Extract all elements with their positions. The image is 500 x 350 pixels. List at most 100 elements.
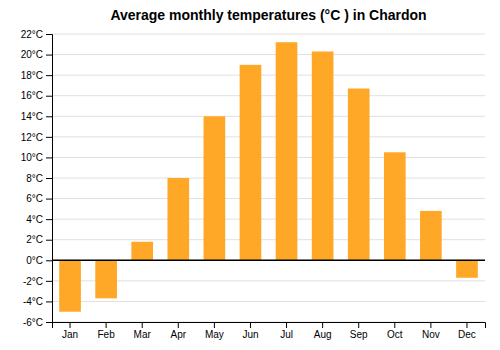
tick-mark [46,219,52,220]
zero-line [52,260,485,262]
bar [456,260,478,277]
bar [204,116,226,260]
tick: 4°C [26,214,52,225]
tick: 6°C [26,193,52,204]
tick-label: 10°C [21,152,43,163]
tick: Jan [62,322,78,340]
tick-mark [142,322,143,328]
tick-mark [46,322,52,323]
tick-label: 12°C [21,132,43,143]
tick-label: -6°C [23,317,43,328]
tick-label: Feb [98,329,116,340]
grid-line [52,75,485,76]
tick-mark [214,322,215,328]
tick: May [205,322,224,340]
tick-label: -4°C [23,296,43,307]
tick: Apr [171,322,187,340]
tick: Aug [314,322,332,340]
tick-label: -2°C [23,276,43,287]
tick: 2°C [26,234,52,245]
tick-mark [70,322,71,328]
axis-line [53,323,486,329]
grid-line [52,54,485,55]
tick-mark [46,137,52,138]
tick-mark [286,322,287,328]
tick: 20°C [21,49,52,60]
tick: 10°C [21,152,52,163]
grid-line [52,178,485,179]
bar [240,65,262,260]
tick-mark [358,322,359,328]
tick-label: Mar [134,329,152,340]
tick-label: Nov [422,329,440,340]
grid-line [52,260,485,261]
tick-mark [394,322,395,328]
y-axis: -6°C -4°C -2°C 0°C 2°C 4°C 6°C 8°C 10°C 12°C 14°C 1… [21,29,53,328]
grid-line [52,34,485,35]
tick-label: 22°C [21,29,43,40]
tick: 8°C [26,173,52,184]
bar [95,260,117,298]
tick: -4°C [23,296,52,307]
bar [131,242,153,261]
tick-label: 2°C [26,234,43,245]
x-axis: Jan Feb Mar Apr May Jun Jul Aug Sep Oct Nov Dec [53,322,486,340]
tick-mark [46,240,52,241]
grid-line [52,95,485,96]
tick-mark [46,301,52,302]
tick-mark [46,157,52,158]
tick-mark [46,96,52,97]
tick-label: 16°C [21,90,43,101]
tick-label: 4°C [26,214,43,225]
tick-label: Oct [387,329,403,340]
tick-label: May [205,329,224,340]
tick-mark [250,322,251,328]
tick: -2°C [23,276,52,287]
tick: 16°C [21,90,52,101]
tick-mark [46,178,52,179]
tick-mark [178,322,179,328]
tick: -6°C [23,317,52,328]
tick: Feb [98,322,116,340]
tick-mark [46,116,52,117]
tick-label: Dec [458,329,476,340]
tick-mark [46,34,52,35]
tick-label: 0°C [26,255,43,266]
tick-mark [46,199,52,200]
tick-mark [46,281,52,282]
grid-line [52,157,485,158]
tick-label: 20°C [21,49,43,60]
bar [420,211,442,260]
tick: 18°C [21,70,52,81]
tick: Oct [387,322,403,340]
bar [384,152,406,260]
tick: 12°C [21,132,52,143]
tick: Sep [350,322,368,340]
tick: 14°C [21,111,52,122]
tick-mark [466,322,467,328]
tick: 0°C [26,255,52,266]
tick-label: 6°C [26,193,43,204]
tick-mark [46,75,52,76]
bar [348,89,370,261]
axis-line [46,35,53,323]
grid-line [52,116,485,117]
tick-label: Sep [350,329,368,340]
tick-label: Jan [62,329,78,340]
tick-mark [46,55,52,56]
bar [276,42,298,260]
tick-label: Jun [242,329,258,340]
tick: Jul [280,322,293,340]
bars [59,42,478,311]
tick-label: Apr [171,329,187,340]
tick-label: 18°C [21,70,43,81]
grid-line [52,136,485,137]
bar [312,51,334,260]
tick-mark [322,322,323,328]
tick: Dec [458,322,476,340]
bar [59,260,81,311]
tick: Jun [242,322,258,340]
tick: Mar [134,322,152,340]
plot: -6°C -4°C -2°C 0°C 2°C 4°C 6°C 8°C 10°C 12°C 14°C 1… [21,29,486,340]
tick-mark [430,322,431,328]
